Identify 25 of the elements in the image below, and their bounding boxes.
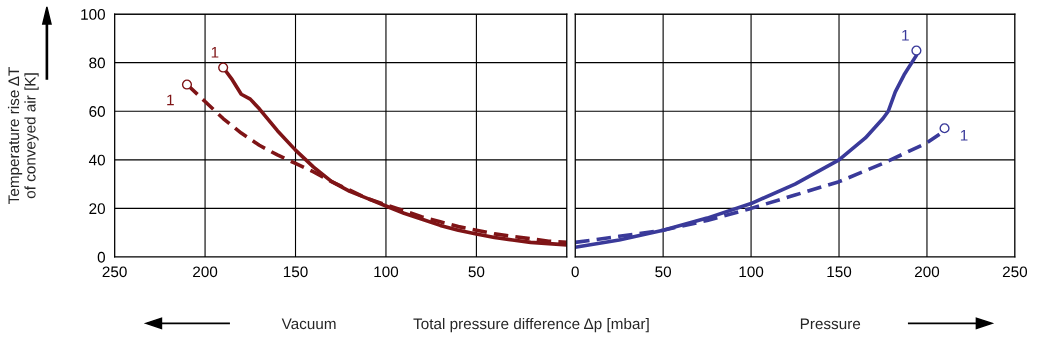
y-tick-label: 20 (89, 203, 105, 215)
x-axis-title: Total pressure difference Δp [mbar] (413, 317, 649, 333)
text: Pressure (800, 318, 861, 330)
x-tick-label: 250 (1002, 266, 1028, 278)
x-tick-label: 150 (283, 266, 308, 278)
y-axis-title: Temperature rise ΔT of conveyed air [K] (7, 67, 39, 204)
annotation: 1 (902, 30, 909, 41)
x-tick-label: 100 (739, 266, 764, 278)
annotation: 1 (211, 47, 219, 58)
x-tick-label: 100 (374, 266, 399, 278)
x-tick-label: 50 (655, 266, 672, 278)
y-tick-label: 100 (81, 8, 105, 20)
x-tick-label: 250 (102, 266, 127, 278)
x-tick-label: 50 (468, 266, 485, 278)
x-tick-label: 0 (571, 266, 579, 278)
y-tick-label: 40 (88, 154, 105, 166)
text: Vacuum (281, 318, 336, 330)
annotation: 1 (167, 94, 174, 106)
annotation: 1 (960, 130, 968, 141)
x-tick-label: 200 (193, 266, 218, 278)
y-tick-label: 60 (89, 106, 105, 117)
x-tick-label: 200 (914, 266, 940, 278)
x-tick-label: 150 (827, 266, 852, 278)
y-tick-label: 0 (97, 251, 105, 263)
y-tick-label: 80 (89, 57, 105, 69)
